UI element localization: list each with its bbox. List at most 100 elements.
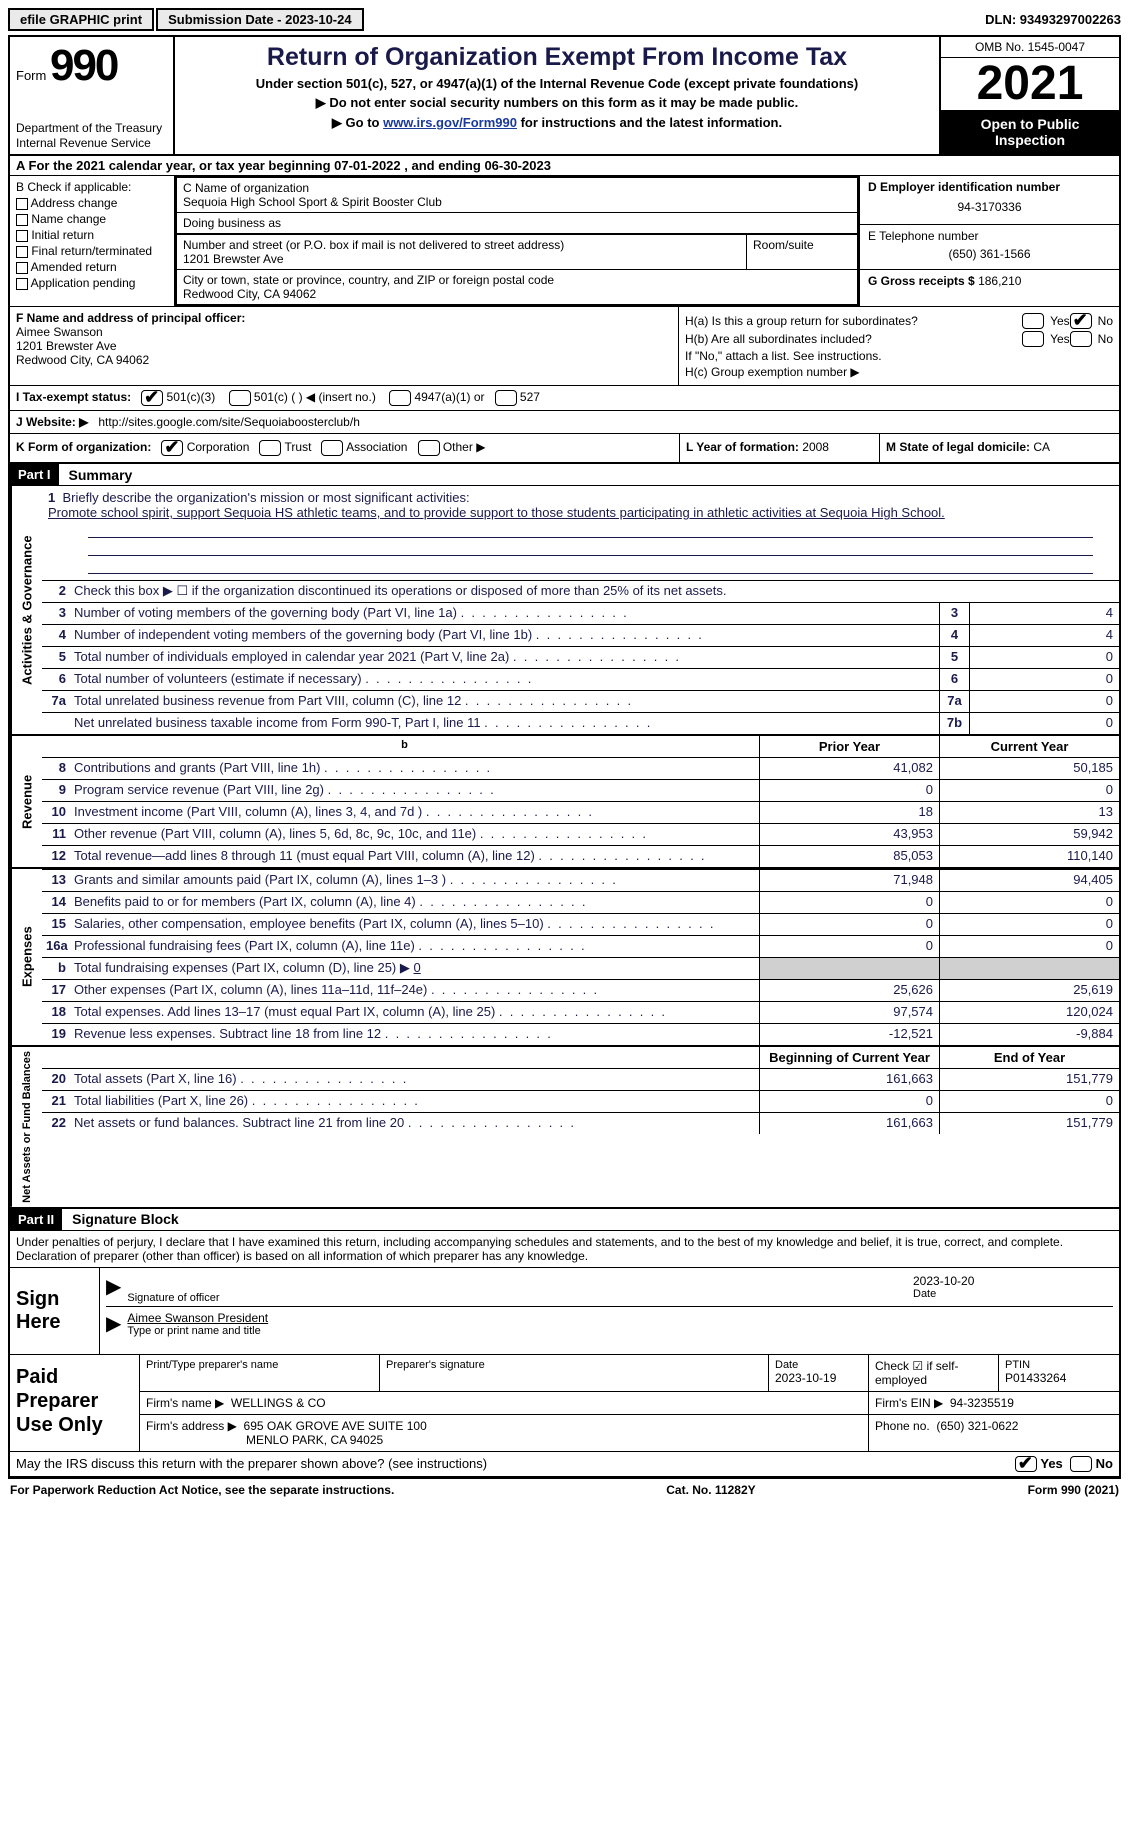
sig-date: 2023-10-20 [913, 1274, 1113, 1288]
row-box: 7b [939, 713, 969, 734]
header-right: OMB No. 1545-0047 2021 Open to Public In… [939, 37, 1119, 154]
chk-final-return[interactable]: Final return/terminated [16, 244, 168, 258]
line1-label: Briefly describe the organization's miss… [62, 490, 469, 505]
hdr-begin-year: Beginning of Current Year [759, 1047, 939, 1068]
row-desc: Program service revenue (Part VIII, line… [70, 780, 759, 801]
b-label: B Check if applicable: [16, 180, 168, 194]
current-year-value: 0 [939, 892, 1119, 913]
row-desc: Total expenses. Add lines 13–17 (must eq… [70, 1002, 759, 1023]
current-year-value: 50,185 [939, 758, 1119, 779]
chk-501c[interactable] [229, 390, 251, 406]
prior-year-value: 161,663 [759, 1113, 939, 1134]
summary-row: 9 Program service revenue (Part VIII, li… [42, 779, 1119, 801]
chk-initial-return[interactable]: Initial return [16, 228, 168, 242]
form-header: Form 990 Department of the Treasury Inte… [10, 37, 1119, 156]
omb-number: OMB No. 1545-0047 [941, 37, 1119, 58]
form-title: Return of Organization Exempt From Incom… [183, 43, 931, 72]
row-desc: Number of voting members of the governin… [70, 603, 939, 624]
row-value: 0 [969, 669, 1119, 690]
firm-addr2: MENLO PARK, CA 94025 [146, 1433, 383, 1447]
firm-phone: (650) 321-0622 [936, 1419, 1018, 1433]
form-subtitle: Under section 501(c), 527, or 4947(a)(1)… [183, 76, 931, 91]
part-ii-tag: Part II [10, 1209, 62, 1230]
summary-revenue: Revenue b Prior Year Current Year 8 Cont… [10, 736, 1119, 869]
chk-address-change[interactable]: Address change [16, 196, 168, 210]
line16b-desc: Total fundraising expenses (Part IX, col… [74, 960, 410, 975]
row-num: 19 [42, 1024, 70, 1045]
row-num: 5 [42, 647, 70, 668]
a-pre: A For the 2021 calendar year, or tax yea… [16, 158, 334, 173]
side-net-assets: Net Assets or Fund Balances [10, 1047, 42, 1207]
section-bcdeg: B Check if applicable: Address change Na… [10, 176, 1119, 307]
row-desc: Other expenses (Part IX, column (A), lin… [70, 980, 759, 1001]
row-box: 7a [939, 691, 969, 712]
sign-here-block: Sign Here ▶ Signature of officer 2023-10… [10, 1268, 1119, 1355]
chk-527[interactable] [495, 390, 517, 406]
row-num: 18 [42, 1002, 70, 1023]
m-label: M State of legal domicile: [886, 440, 1030, 454]
row-num: 9 [42, 780, 70, 801]
summary-row: 12 Total revenue—add lines 8 through 11 … [42, 845, 1119, 867]
irs-link[interactable]: www.irs.gov/Form990 [383, 115, 517, 130]
current-year-value: 13 [939, 802, 1119, 823]
self-employed-check[interactable]: Check ☑ if self-employed [869, 1355, 999, 1391]
prep-date: 2023-10-19 [775, 1371, 862, 1385]
discuss-no-checkbox[interactable] [1070, 1456, 1092, 1472]
footer-right: Form 990 (2021) [1028, 1483, 1119, 1497]
chk-app-pending[interactable]: Application pending [16, 276, 168, 290]
row-num: 16a [42, 936, 70, 957]
hb-no-checkbox[interactable] [1070, 331, 1092, 347]
summary-row: 10 Investment income (Part VIII, column … [42, 801, 1119, 823]
row-num: 17 [42, 980, 70, 1001]
chk-501c3[interactable] [141, 390, 163, 406]
chk-amended-return[interactable]: Amended return [16, 260, 168, 274]
row-box: 4 [939, 625, 969, 646]
instructions-link-row: Go to www.irs.gov/Form990 for instructio… [183, 115, 931, 131]
prior-year-value: 43,953 [759, 824, 939, 845]
row-num: 14 [42, 892, 70, 913]
prior-year-value: 41,082 [759, 758, 939, 779]
chk-corporation[interactable] [161, 440, 183, 456]
ptin-value: P01433264 [1005, 1371, 1113, 1385]
date-label: Date [913, 1288, 1113, 1300]
current-year-value: 25,619 [939, 980, 1119, 1001]
current-year-value: 94,405 [939, 870, 1119, 891]
row-box: 5 [939, 647, 969, 668]
mission-text: Promote school spirit, support Sequoia H… [48, 505, 945, 520]
footer-left: For Paperwork Reduction Act Notice, see … [10, 1483, 394, 1497]
efile-print-button[interactable]: efile GRAPHIC print [8, 8, 154, 31]
website-url[interactable]: http://sites.google.com/site/Sequoiaboos… [98, 415, 360, 429]
prior-year-value: 97,574 [759, 1002, 939, 1023]
row-desc: Total assets (Part X, line 16) [70, 1069, 759, 1090]
chk-trust[interactable] [259, 440, 281, 456]
i-label: I Tax-exempt status: [16, 390, 131, 404]
state-domicile: CA [1033, 440, 1050, 454]
ha-yes-checkbox[interactable] [1022, 313, 1044, 329]
phone-label: E Telephone number [868, 229, 1111, 243]
section-h: H(a) Is this a group return for subordin… [679, 307, 1119, 385]
current-year-value: 0 [939, 914, 1119, 935]
hb-yes-checkbox[interactable] [1022, 331, 1044, 347]
chk-name-change[interactable]: Name change [16, 212, 168, 226]
prior-year-value: 71,948 [759, 870, 939, 891]
row-desc: Total number of individuals employed in … [70, 647, 939, 668]
discuss-yes-checkbox[interactable] [1015, 1456, 1037, 1472]
row-num: 6 [42, 669, 70, 690]
chk-4947[interactable] [389, 390, 411, 406]
chk-other[interactable] [418, 440, 440, 456]
row-num: 20 [42, 1069, 70, 1090]
section-c: C Name of organization Sequoia High Scho… [175, 176, 859, 306]
line2-text: Check this box ▶ ☐ if the organization d… [70, 581, 1119, 602]
summary-row: 17 Other expenses (Part IX, column (A), … [42, 979, 1119, 1001]
current-year-value: 0 [939, 1091, 1119, 1112]
ha-no-checkbox[interactable] [1070, 313, 1092, 329]
row-num: 4 [42, 625, 70, 646]
row-num: 22 [42, 1113, 70, 1134]
current-year-value: 59,942 [939, 824, 1119, 845]
row-box: 3 [939, 603, 969, 624]
penalties-text: Under penalties of perjury, I declare th… [10, 1231, 1119, 1268]
chk-association[interactable] [321, 440, 343, 456]
section-j: J Website: ▶ http://sites.google.com/sit… [10, 411, 1119, 434]
section-a: A For the 2021 calendar year, or tax yea… [10, 156, 1119, 176]
hc-label: H(c) Group exemption number ▶ [685, 365, 1113, 379]
